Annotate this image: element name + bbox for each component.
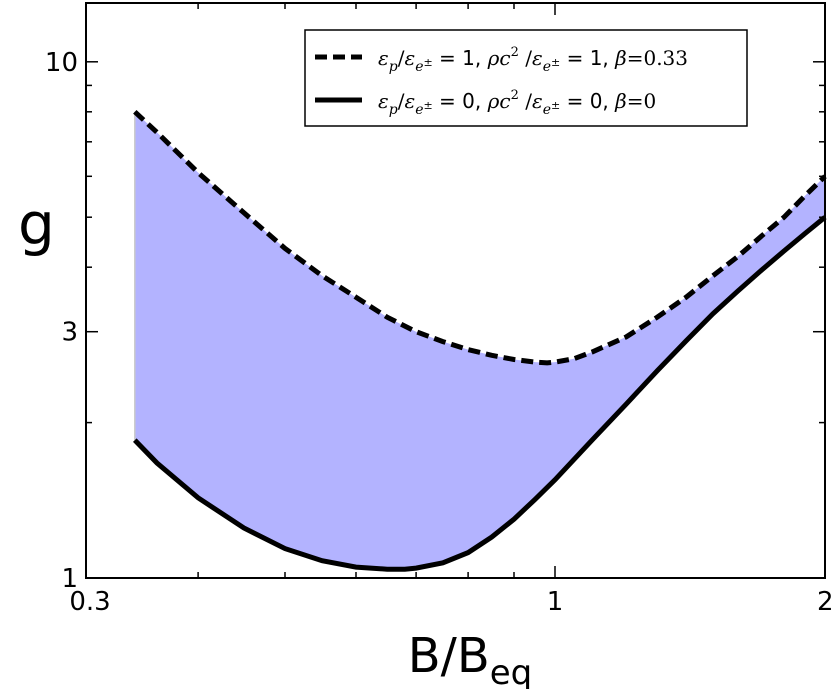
legend-text-part: e: [543, 59, 551, 75]
legend-text-part: β: [614, 89, 627, 113]
legend-text-part: = 1,: [560, 46, 615, 70]
legend-text-part: ε: [532, 89, 543, 113]
legend-text-part: ρc: [487, 46, 511, 70]
legend-text-part: /: [519, 46, 532, 70]
legend-text-part: /: [398, 46, 405, 70]
legend-text-part: =0: [627, 89, 656, 113]
legend-text-part: e: [543, 102, 551, 118]
x-axis-ticks: [85, 3, 826, 578]
legend-text-part: /: [519, 89, 532, 113]
legend-text-part: ε: [378, 46, 389, 70]
legend-text-part: ε: [404, 89, 415, 113]
series-line-solid: [133, 215, 827, 572]
axes-frame: [85, 2, 826, 579]
y-tick-label: 1: [61, 564, 78, 594]
legend-text-part: ±: [551, 56, 560, 69]
x-axis-tick-labels: 0.3 1 2: [69, 587, 831, 617]
legend-text-part: =0.33: [627, 46, 688, 70]
legend-text-part: /: [398, 89, 405, 113]
legend-text-part: 2: [511, 45, 519, 60]
legend-text-part: ε: [378, 89, 389, 113]
y-axis-label: g: [18, 190, 55, 258]
legend-text-part: ±: [423, 99, 432, 112]
x-tick-label: 0.3: [69, 587, 110, 617]
legend-text-part: ρc: [487, 89, 511, 113]
legend-text-part: p: [389, 102, 398, 118]
legend-text-part: e: [415, 102, 423, 118]
legend-text-part: 2: [511, 88, 519, 103]
y-axis-tick-labels: 1 3 10: [45, 48, 78, 594]
x-tick-label: 2: [817, 587, 831, 617]
legend-entry-0-text: εp/εe± = 1, ρc2 /εe± = 1, β=0.33: [378, 45, 688, 75]
legend-text-part: ±: [551, 99, 560, 112]
legend-box: [304, 29, 748, 127]
plot-area: [85, 2, 827, 579]
x-axis-label: B/Beq: [408, 628, 533, 689]
x-axis-label-main: B/B: [408, 628, 490, 684]
series-line-dashed: [133, 109, 827, 366]
x-axis-label-subscript: eq: [490, 653, 533, 689]
area-fill-between-curves: [134, 111, 826, 570]
legend-text-part: β: [614, 46, 627, 70]
x-tick-label: 1: [547, 587, 564, 617]
y-tick-label: 10: [45, 48, 78, 78]
y-tick-label: 3: [61, 318, 78, 348]
legend-text-part: = 0,: [433, 89, 488, 113]
legend: εp/εe± = 1, ρc2 /εe± = 1, β=0.33 εp/εe± …: [304, 29, 748, 127]
y-axis-ticks: [86, 61, 825, 579]
legend-text-part: = 1,: [433, 46, 488, 70]
legend-text-part: = 0,: [560, 89, 615, 113]
legend-entry-1-text: εp/εe± = 0, ρc2 /εe± = 0, β=0: [378, 88, 656, 118]
legend-text-part: p: [389, 59, 398, 75]
legend-text-part: ±: [423, 56, 432, 69]
legend-text-part: ε: [532, 46, 543, 70]
legend-text-part: e: [415, 59, 423, 75]
legend-text-part: ε: [404, 46, 415, 70]
